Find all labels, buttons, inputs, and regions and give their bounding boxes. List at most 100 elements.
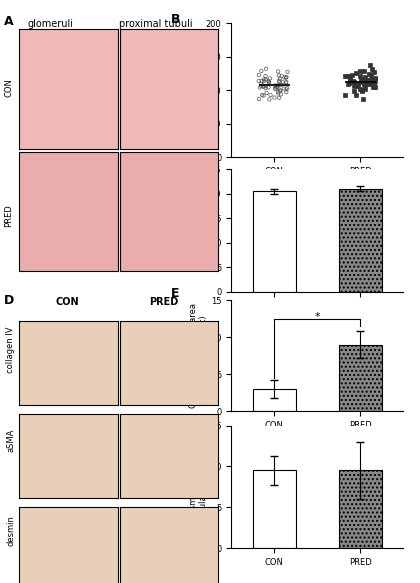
Point: [267, 90, 274, 100]
Point: [364, 79, 370, 88]
Point: [357, 66, 364, 76]
Point: [342, 71, 349, 80]
Point: [258, 82, 265, 91]
Text: E: E: [171, 287, 179, 300]
Point: [260, 91, 267, 100]
Point: [284, 67, 291, 76]
Point: [366, 69, 373, 79]
Text: D: D: [4, 294, 14, 307]
Point: [274, 83, 281, 92]
Point: [370, 75, 377, 84]
Point: [366, 61, 373, 70]
Point: [353, 80, 360, 90]
Point: [357, 85, 364, 94]
Point: [369, 75, 375, 84]
Point: [265, 83, 272, 92]
Point: [370, 82, 376, 92]
Point: [260, 81, 266, 90]
Text: CON: CON: [4, 78, 13, 97]
Point: [350, 76, 357, 86]
Point: [276, 93, 283, 103]
Point: [283, 72, 290, 82]
Point: [262, 75, 269, 85]
Bar: [252, 389, 296, 411]
Point: [368, 78, 374, 87]
Point: [275, 80, 282, 89]
Text: F: F: [171, 416, 179, 429]
Point: [357, 74, 364, 83]
Point: [359, 75, 365, 85]
Point: [368, 80, 374, 89]
Text: aSMA: aSMA: [6, 429, 15, 452]
Point: [371, 73, 378, 83]
Point: [371, 76, 378, 86]
Text: collagen IV: collagen IV: [6, 326, 15, 373]
Point: [276, 76, 282, 85]
Point: [266, 95, 273, 104]
Text: desmin: desmin: [6, 515, 15, 546]
Point: [267, 74, 273, 83]
Point: [277, 74, 284, 83]
Point: [272, 81, 278, 90]
Point: [262, 83, 269, 93]
Point: [260, 82, 267, 92]
Point: [278, 71, 285, 80]
Point: [276, 77, 283, 86]
Bar: [252, 191, 296, 292]
Point: [372, 82, 379, 92]
Point: [361, 79, 368, 88]
Point: [360, 79, 367, 89]
Point: [262, 64, 269, 73]
Point: [359, 94, 366, 104]
Point: [352, 90, 359, 99]
Point: [258, 79, 265, 89]
Point: [362, 80, 368, 90]
Point: [273, 82, 279, 91]
Point: [363, 79, 370, 88]
Bar: [339, 345, 382, 411]
Point: [265, 76, 272, 86]
Point: [366, 76, 373, 86]
Text: PRED: PRED: [149, 297, 178, 307]
Point: [342, 90, 349, 100]
Point: [362, 85, 368, 94]
Text: *: *: [314, 312, 320, 322]
Text: B: B: [171, 13, 180, 26]
Point: [281, 84, 287, 93]
Point: [277, 86, 284, 96]
Point: [255, 76, 262, 86]
Point: [282, 78, 289, 87]
Point: [368, 71, 375, 80]
Point: [283, 85, 290, 94]
Point: [350, 77, 357, 86]
Point: [283, 87, 290, 97]
Point: [363, 78, 370, 87]
Point: [266, 79, 273, 88]
Point: [361, 66, 368, 76]
Point: [370, 67, 377, 76]
Bar: [339, 189, 382, 292]
Point: [347, 75, 354, 84]
Point: [258, 76, 265, 86]
Point: [275, 87, 282, 96]
Y-axis label: Glomeruli
max Feret diameter: Glomeruli max Feret diameter: [184, 49, 203, 132]
Point: [364, 76, 371, 85]
Point: [272, 84, 278, 93]
Point: [349, 78, 356, 87]
Point: [347, 76, 354, 86]
Point: [275, 66, 281, 76]
Point: [276, 71, 282, 80]
Point: [278, 90, 284, 99]
Point: [275, 81, 281, 90]
Point: [370, 77, 377, 86]
Point: [359, 86, 366, 96]
Point: [344, 80, 351, 89]
Y-axis label: Desmin positive
glomerular tuft area (%): Desmin positive glomerular tuft area (%): [189, 436, 208, 538]
Point: [354, 80, 361, 90]
Point: [353, 79, 360, 89]
Point: [344, 72, 351, 81]
Point: [350, 82, 357, 91]
Point: [354, 81, 360, 90]
Bar: [339, 470, 382, 548]
Text: C: C: [171, 159, 180, 172]
